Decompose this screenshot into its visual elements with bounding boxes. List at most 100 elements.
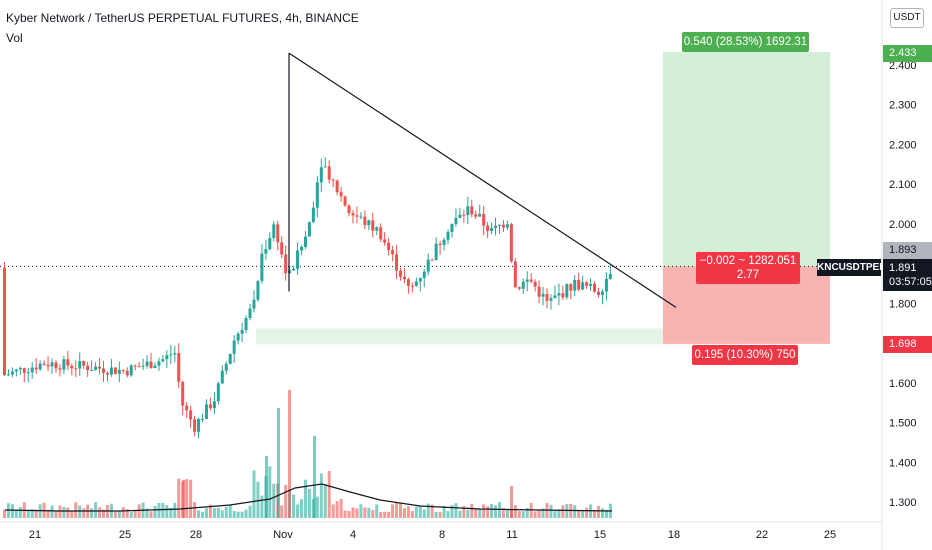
- volume-bars: [3, 390, 612, 518]
- volume-bar: [565, 504, 569, 518]
- candle-body: [272, 224, 276, 239]
- x-tick-label: 8: [439, 529, 445, 541]
- volume-bar: [537, 510, 541, 518]
- volume-bar: [240, 511, 244, 518]
- volume-bar: [315, 496, 319, 518]
- candle-body: [466, 206, 470, 216]
- volume-bar: [323, 484, 327, 518]
- candle-body: [133, 365, 137, 367]
- candle-body: [74, 368, 78, 370]
- candle-body: [46, 364, 50, 367]
- volume-bar: [513, 505, 517, 518]
- volume-bar: [46, 509, 50, 518]
- y-tick-label: 1.500: [889, 418, 917, 430]
- volume-bar: [121, 507, 125, 518]
- x-tick-label: 11: [506, 529, 517, 541]
- candle-body: [604, 278, 608, 292]
- candle-body: [426, 259, 430, 272]
- candle-body: [276, 224, 280, 243]
- candle-body: [355, 215, 359, 217]
- candle-body: [70, 365, 74, 369]
- candle-body: [189, 410, 193, 420]
- candle-body: [125, 370, 129, 376]
- candle-body: [129, 365, 133, 376]
- volume-bar: [494, 505, 498, 518]
- volume-bar: [442, 505, 446, 518]
- volume-bar: [355, 508, 359, 518]
- volume-bar: [94, 502, 98, 518]
- candle-body: [494, 225, 498, 229]
- candle-body: [3, 267, 6, 375]
- volume-bar: [10, 504, 14, 518]
- candle-body: [264, 249, 268, 254]
- volume-bar: [18, 507, 22, 518]
- candle-body: [288, 270, 292, 274]
- x-axis-ticks: 21 25 28 Nov 4 8 11 15 18 22 25: [29, 529, 836, 541]
- y-tick-label: 2.200: [889, 139, 917, 151]
- trendline: [288, 52, 677, 308]
- volume-bar: [220, 510, 224, 518]
- volume-spike: [182, 480, 185, 518]
- candle-body: [201, 418, 204, 420]
- chart-title: Kyber Network / TetherUS PERPETUAL FUTUR…: [6, 11, 359, 25]
- volume-bar: [450, 504, 454, 518]
- volume-bar: [268, 466, 272, 518]
- candle-body: [90, 369, 94, 371]
- x-tick-label: 25: [119, 529, 131, 541]
- volume-bar: [133, 510, 137, 518]
- volume-bar: [501, 508, 505, 518]
- volume-bar: [414, 506, 418, 518]
- x-tick-label: 25: [824, 529, 836, 541]
- volume-bar: [561, 505, 565, 518]
- candle-body: [581, 282, 585, 290]
- candle-body: [319, 167, 323, 183]
- y-tick-label: 2.300: [889, 100, 917, 112]
- volume-bar: [300, 499, 303, 518]
- candle-body: [383, 239, 387, 243]
- candle-body: [248, 308, 252, 319]
- candle-body: [121, 369, 125, 371]
- x-tick-label: 15: [594, 529, 606, 541]
- volume-bar: [149, 511, 153, 518]
- volume-bar: [161, 503, 165, 518]
- candle-body: [311, 207, 315, 223]
- candle-body: [541, 294, 545, 297]
- candle-body: [446, 231, 450, 240]
- candle-body: [228, 353, 232, 364]
- candle-body: [462, 214, 466, 216]
- candle-body: [10, 371, 14, 375]
- volume-bar: [454, 503, 458, 518]
- candle-body: [300, 246, 303, 251]
- volume-bar: [78, 505, 82, 518]
- volume-bar: [446, 511, 450, 518]
- candle-body: [105, 372, 109, 375]
- x-tick-label: 28: [190, 529, 202, 541]
- candle-body: [347, 205, 351, 214]
- candle-body: [216, 383, 220, 402]
- volume-spike: [265, 456, 268, 518]
- candle-body: [153, 365, 157, 369]
- y-tick-label: 1.300: [889, 497, 917, 509]
- volume-bar: [303, 479, 307, 518]
- candle-body: [173, 353, 177, 355]
- candle-body: [30, 367, 34, 373]
- volume-bar: [50, 505, 54, 518]
- candle-body: [375, 227, 379, 231]
- volume-bar: [319, 473, 323, 518]
- x-tick-label: Nov: [273, 529, 293, 541]
- candle-body: [18, 368, 22, 370]
- volume-bar: [232, 510, 236, 518]
- currency-button[interactable]: USDT: [890, 8, 924, 28]
- volume-bar: [82, 508, 86, 518]
- volume-bar: [145, 508, 149, 518]
- volume-bar: [581, 509, 585, 518]
- volume-bar: [153, 505, 157, 518]
- candle-body: [113, 367, 117, 374]
- volume-bar: [70, 510, 74, 518]
- candle-body: [292, 268, 296, 271]
- volume-bar: [363, 507, 367, 518]
- candle-body: [327, 166, 331, 180]
- candle-body: [117, 369, 121, 374]
